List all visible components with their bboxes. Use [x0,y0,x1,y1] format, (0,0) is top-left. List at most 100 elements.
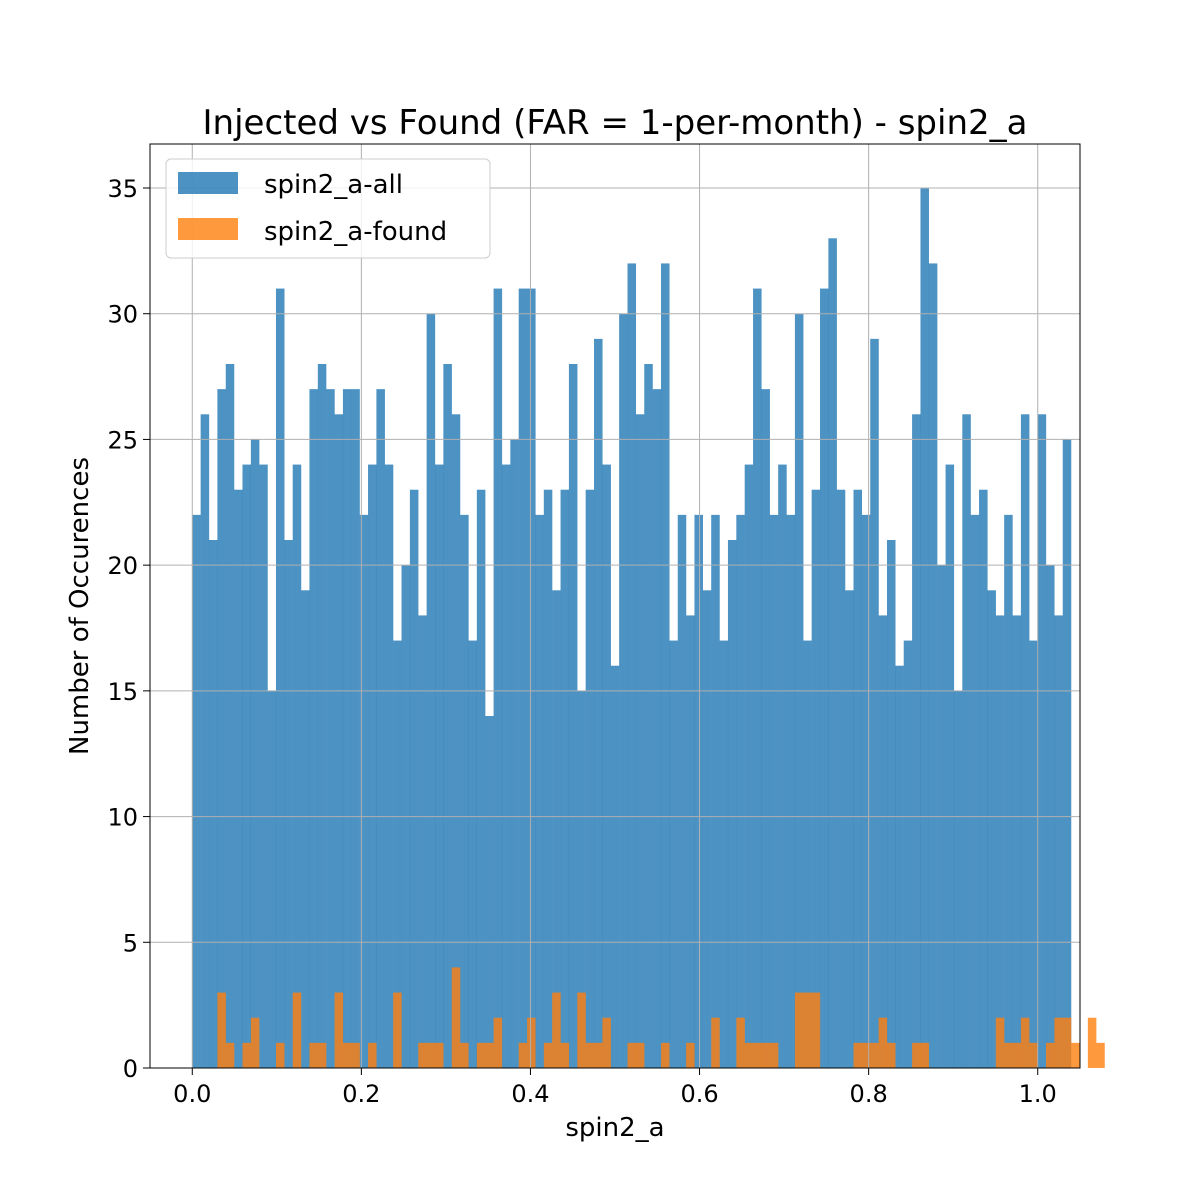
bar-spin2_a-found-67 [753,1042,762,1068]
bar-spin2_a-all-32 [460,514,469,1068]
bar-spin2_a-found-18 [342,1042,352,1068]
y-tick-label: 20 [107,552,138,580]
bar-spin2_a-all-71 [786,514,796,1068]
bar-spin2_a-all-55 [652,389,662,1068]
bar-spin2_a-all-9 [267,690,277,1068]
bar-spin2_a-found-7 [250,1017,260,1068]
bar-spin2_a-all-44 [560,489,570,1069]
series-spin2_a-found [217,967,1105,1068]
bar-spin2_a-all-66 [744,464,754,1068]
bar-spin2_a-found-28 [426,1042,436,1068]
bar-spin2_a-all-29 [435,464,444,1068]
bar-spin2_a-found-73 [803,992,812,1068]
bar-spin2_a-found-99 [1020,1017,1030,1068]
bar-spin2_a-found-44 [560,1042,570,1068]
bar-spin2_a-found-98 [1012,1042,1022,1068]
bar-spin2_a-found-65 [736,1017,745,1068]
y-tick-label: 15 [107,678,138,706]
bar-spin2_a-all-101 [1037,414,1047,1068]
bar-spin2_a-all-31 [451,414,461,1068]
bar-spin2_a-found-3 [217,992,226,1068]
bar-spin2_a-all-96 [995,615,1005,1068]
bar-spin2_a-all-21 [368,464,377,1068]
y-tick-label: 25 [107,426,138,454]
y-axis-label: Number of Occurences [65,457,95,755]
bar-spin2_a-all-65 [736,514,745,1068]
bar-spin2_a-all-100 [1029,640,1038,1068]
bar-spin2_a-all-50 [610,665,620,1068]
bar-spin2_a-all-68 [761,389,770,1068]
bar-spin2_a-found-40 [527,1017,536,1068]
bar-spin2_a-all-76 [828,238,837,1069]
bar-spin2_a-found-80 [861,1042,871,1068]
bar-spin2_a-all-88 [928,263,938,1068]
bar-spin2_a-all-13 [301,590,310,1068]
bar-spin2_a-all-85 [903,640,913,1068]
bar-spin2_a-all-60 [694,514,703,1068]
bar-spin2_a-found-42 [543,1042,553,1068]
bar-spin2_a-all-38 [510,439,519,1068]
bar-spin2_a-found-107 [1087,1017,1097,1068]
x-tick-label: 0.8 [850,1080,888,1108]
bar-spin2_a-found-87 [920,1042,929,1068]
bar-spin2_a-all-39 [518,288,528,1068]
x-tick-label: 0.0 [173,1080,211,1108]
bar-spin2_a-found-69 [769,1042,779,1068]
legend-box [165,158,491,259]
bar-spin2_a-all-69 [769,514,779,1068]
legend-swatch-spin2_a-found [178,218,238,240]
bar-spin2_a-all-61 [702,590,712,1068]
bar-spin2_a-all-81 [870,338,879,1068]
bar-spin2_a-found-102 [1046,1042,1055,1068]
bar-spin2_a-all-93 [970,514,980,1068]
bar-spin2_a-all-18 [342,389,352,1068]
bar-spin2_a-all-27 [418,615,427,1068]
bar-spin2_a-all-79 [853,489,863,1069]
bar-spin2_a-all-56 [660,263,670,1068]
bar-spin2_a-found-15 [317,1042,327,1068]
plot-area [149,143,1105,1069]
bar-spin2_a-all-26 [409,489,419,1069]
bar-spin2_a-found-14 [309,1042,318,1068]
bar-spin2_a-all-82 [878,615,888,1068]
bar-spin2_a-all-104 [1062,439,1072,1068]
bar-spin2_a-found-24 [393,992,402,1068]
bar-spin2_a-all-20 [359,514,369,1068]
bar-spin2_a-all-19 [351,389,360,1068]
bar-spin2_a-found-31 [451,967,461,1068]
bar-spin2_a-found-52 [627,1042,637,1068]
bar-spin2_a-all-37 [501,464,511,1068]
bar-spin2_a-found-46 [577,992,586,1068]
bar-spin2_a-all-48 [594,338,603,1068]
bar-spin2_a-all-87 [920,188,929,1068]
bar-spin2_a-all-62 [711,514,720,1068]
bar-spin2_a-all-16 [326,389,335,1068]
bar-spin2_a-all-45 [568,364,578,1068]
bars [192,188,1105,1069]
bar-spin2_a-all-86 [912,414,921,1068]
bar-spin2_a-all-12 [292,464,302,1068]
bar-spin2_a-found-68 [761,1042,770,1068]
bar-spin2_a-all-58 [677,514,687,1068]
bar-spin2_a-found-53 [635,1042,645,1068]
bar-spin2_a-all-103 [1054,615,1063,1068]
bar-spin2_a-found-19 [351,1042,360,1068]
bar-spin2_a-all-83 [886,540,896,1068]
bar-spin2_a-all-47 [585,489,595,1069]
bar-spin2_a-all-98 [1012,615,1022,1068]
bar-spin2_a-found-21 [368,1042,377,1068]
bar-spin2_a-all-53 [635,414,645,1068]
bar-spin2_a-all-63 [719,640,729,1068]
legend: spin2_a-all spin2_a-found [165,158,491,259]
bar-spin2_a-all-30 [443,364,452,1068]
bar-spin2_a-all-95 [987,590,996,1068]
bar-spin2_a-all-43 [552,590,561,1068]
bar-spin2_a-all-54 [644,364,653,1068]
bar-spin2_a-found-81 [870,1042,879,1068]
bar-spin2_a-all-36 [493,288,503,1068]
bar-spin2_a-all-3 [217,389,226,1068]
bar-spin2_a-found-4 [225,1042,235,1068]
legend-label-spin2_a-found: spin2_a-found [264,217,447,247]
bar-spin2_a-all-90 [945,464,955,1068]
bar-spin2_a-found-56 [660,1042,670,1068]
